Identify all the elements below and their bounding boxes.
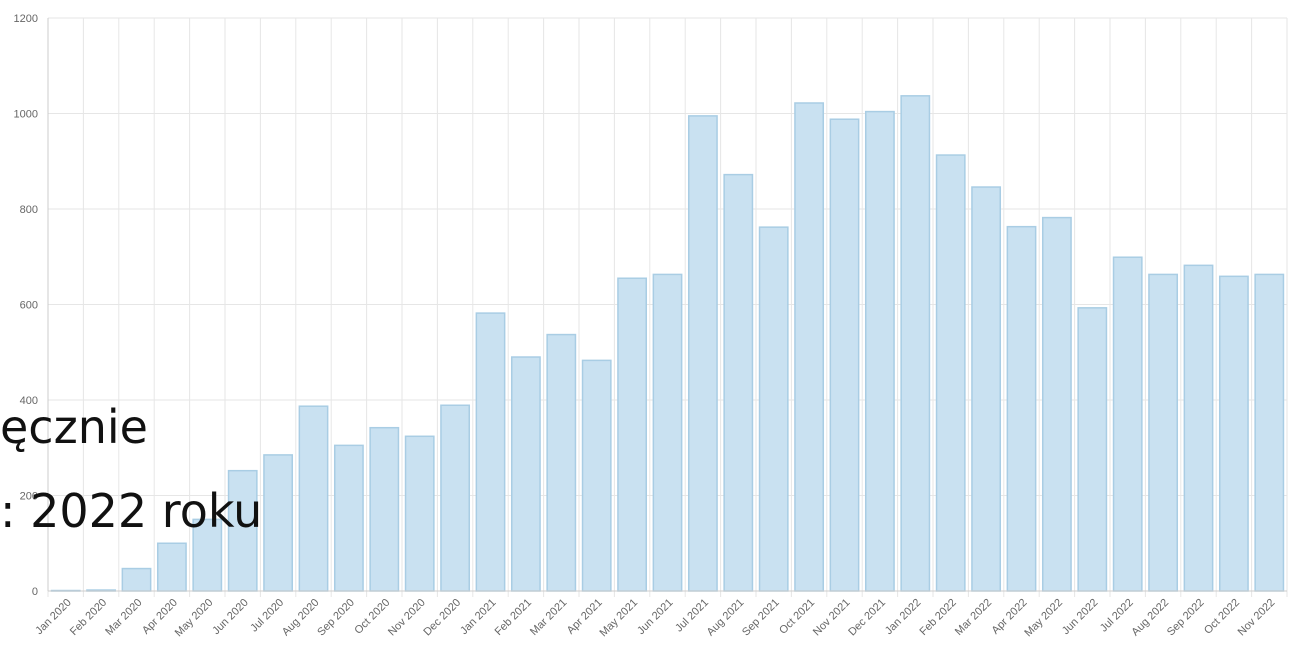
x-tick-label: Jan 2022	[883, 597, 923, 637]
y-tick-label: 200	[20, 491, 38, 503]
x-tick-label: Nov 2021	[811, 597, 853, 639]
bar	[1041, 216, 1072, 592]
bar	[723, 173, 754, 592]
x-tick-label: May 2022	[1022, 597, 1065, 640]
x-tick-label: Feb 2021	[493, 597, 534, 638]
y-tick-label: 1200	[14, 13, 38, 25]
y-tick-label: 800	[20, 204, 38, 216]
bar	[369, 426, 400, 592]
bar	[475, 312, 506, 592]
x-tick-label: May 2020	[173, 597, 216, 640]
bar	[263, 454, 294, 592]
bar	[192, 518, 223, 592]
bar	[829, 118, 860, 592]
bar	[971, 186, 1002, 592]
bar	[227, 469, 258, 592]
overlay-text-line-2: : 2022 roku	[0, 484, 263, 538]
bar	[1006, 225, 1037, 592]
x-tick-label: Aug 2021	[705, 597, 747, 639]
bar	[794, 102, 825, 592]
y-tick-label: 1000	[14, 109, 38, 121]
bar	[546, 333, 577, 592]
x-tick-label: May 2021	[598, 597, 641, 640]
x-tick-label: Jan 2021	[458, 597, 498, 637]
bar	[617, 277, 648, 592]
x-tick-label: Dec 2020	[421, 597, 463, 639]
x-tick-label: Feb 2020	[68, 597, 109, 638]
bar	[510, 356, 541, 592]
x-tick-label: Nov 2022	[1236, 597, 1278, 639]
y-tick-label: 400	[20, 395, 38, 407]
bar	[900, 95, 931, 592]
grid-layer	[47, 17, 1288, 597]
bar	[687, 115, 718, 592]
y-tick-label: 600	[20, 300, 38, 312]
bar	[581, 359, 612, 592]
x-tick-label: Sep 2022	[1165, 597, 1207, 639]
bar	[1112, 256, 1143, 592]
bar	[935, 154, 966, 592]
y-tick-label: 0	[32, 586, 38, 598]
x-tick-label: Mar 2021	[528, 597, 569, 638]
bar	[121, 567, 152, 592]
x-tick-label: Sep 2021	[740, 597, 782, 639]
x-tick-label: Jun 2020	[210, 597, 250, 637]
bar	[758, 226, 789, 592]
x-tick-label: Mar 2022	[953, 597, 994, 638]
bar-layer	[50, 95, 1285, 592]
x-tick-label: Aug 2022	[1129, 597, 1171, 639]
bar	[1183, 264, 1214, 592]
x-tick-label: Feb 2022	[917, 597, 958, 638]
x-tick-label: Jun 2022	[1060, 597, 1100, 637]
bar	[1148, 273, 1179, 592]
bar	[333, 444, 364, 592]
bar	[1218, 275, 1249, 592]
x-tick-label: Sep 2020	[315, 597, 357, 639]
x-tick-label: Jun 2021	[635, 597, 675, 637]
bar	[864, 110, 895, 592]
overlay-text-line-1: ęcznie	[0, 400, 148, 454]
x-tick-label: Nov 2020	[386, 597, 428, 639]
x-tick-label: Aug 2020	[280, 597, 322, 639]
x-tick-label: Jan 2020	[33, 597, 73, 637]
bar	[440, 404, 471, 592]
bar	[156, 542, 187, 592]
x-tick-label: Mar 2020	[103, 597, 144, 638]
bar	[1254, 273, 1285, 592]
x-tick-label: Dec 2021	[846, 597, 888, 639]
bar	[1077, 307, 1108, 592]
bar	[404, 435, 435, 592]
bar	[298, 405, 329, 592]
bar	[652, 273, 683, 592]
